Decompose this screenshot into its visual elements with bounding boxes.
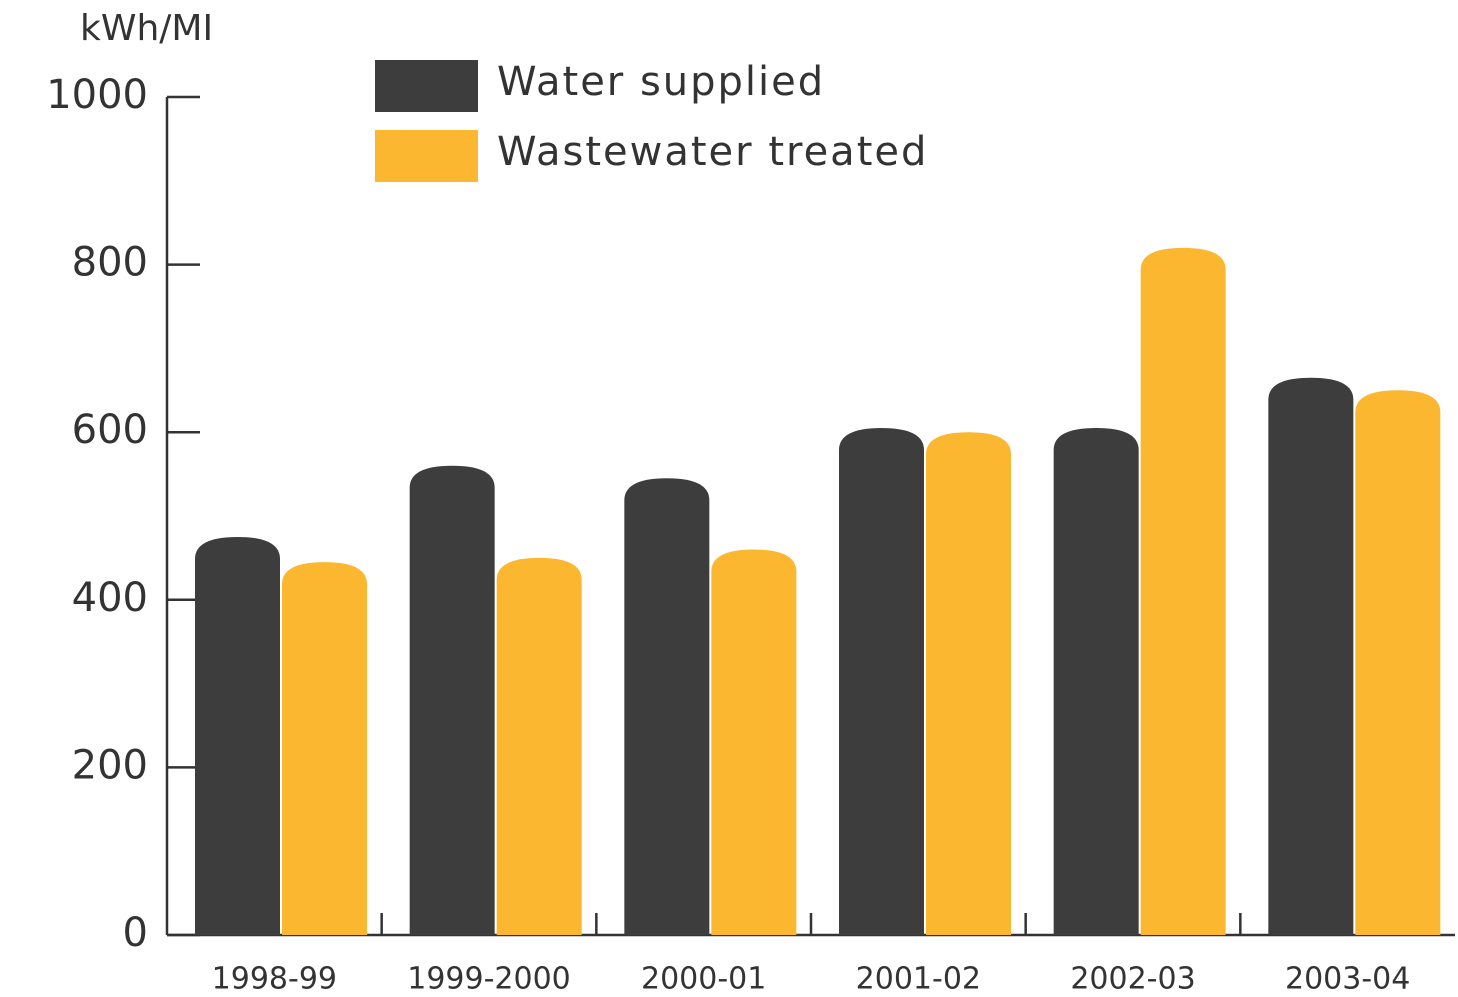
y-tick-label: 200: [72, 742, 148, 788]
x-tick-label: 2001-02: [856, 962, 981, 997]
y-axis-label: kWh/MI: [80, 8, 213, 49]
bar: [1140, 247, 1226, 936]
bar: [496, 557, 582, 935]
legend-label: Wastewater treated: [497, 129, 928, 175]
bar: [195, 536, 280, 935]
x-tick-label: 2003-04: [1285, 962, 1410, 997]
legend-label: Water supplied: [497, 59, 825, 105]
bar: [1268, 377, 1354, 936]
y-tick-label: 400: [72, 575, 148, 621]
bar: [624, 478, 710, 935]
x-tick-label: 2002-03: [1070, 962, 1195, 997]
bar: [926, 432, 1011, 935]
x-tick-label: 1999-2000: [407, 962, 571, 997]
x-tick-label: 2000-01: [641, 962, 766, 997]
bar: [409, 465, 495, 935]
x-tick-label: 1998-99: [212, 962, 337, 997]
legend-swatch: [375, 130, 478, 182]
bar: [839, 428, 924, 935]
bar: [282, 562, 367, 935]
y-tick-label: 0: [123, 910, 148, 956]
bar: [711, 549, 797, 935]
bar: [1355, 390, 1441, 935]
y-tick-label: 800: [72, 240, 148, 286]
y-tick-label: 600: [72, 407, 148, 453]
bar: [1053, 428, 1139, 935]
legend-swatch: [375, 60, 478, 112]
y-tick-label: 1000: [46, 72, 148, 118]
